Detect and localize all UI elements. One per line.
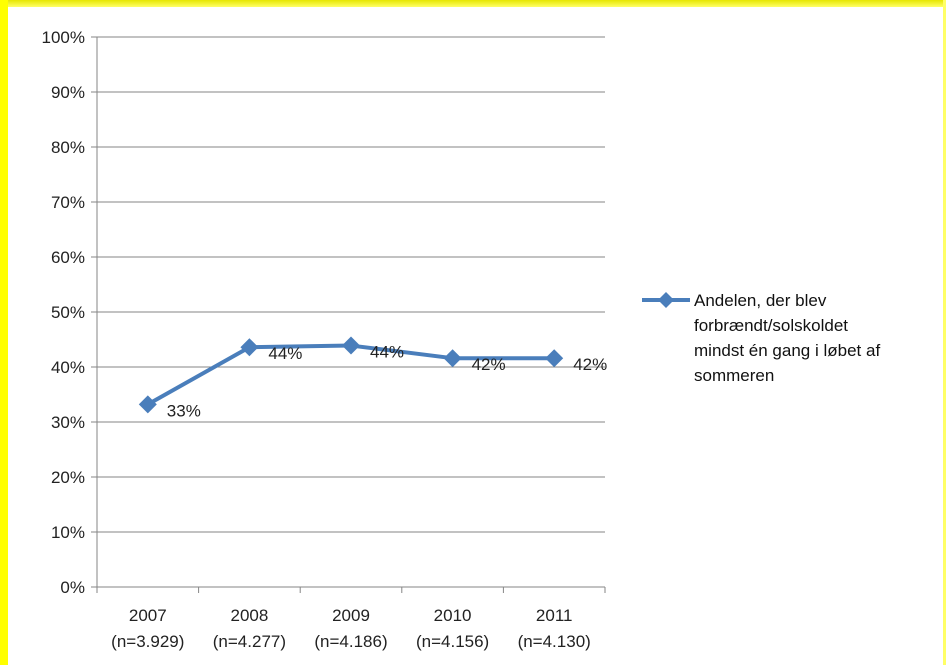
x-tick-label: 2010: [434, 606, 472, 625]
y-tick-label: 100%: [42, 28, 85, 47]
data-label: 44%: [370, 343, 404, 362]
frame-border-right: [943, 0, 946, 665]
x-tick-sublabel: (n=4.277): [213, 632, 286, 651]
y-tick-label: 90%: [51, 83, 85, 102]
y-tick-label: 20%: [51, 468, 85, 487]
y-tick-label: 50%: [51, 303, 85, 322]
x-tick-label: 2008: [230, 606, 268, 625]
legend-label: mindst én gang i løbet af: [694, 341, 880, 360]
data-point-marker: [138, 395, 157, 414]
y-tick-label: 70%: [51, 193, 85, 212]
data-point-marker: [545, 349, 564, 368]
y-tick-label: 0%: [60, 578, 85, 597]
x-tick-sublabel: (n=4.156): [416, 632, 489, 651]
x-tick-label: 2007: [129, 606, 167, 625]
legend-label: sommeren: [694, 366, 774, 385]
x-tick-label: 2009: [332, 606, 370, 625]
x-tick-sublabel: (n=3.929): [111, 632, 184, 651]
data-label: 42%: [573, 355, 607, 374]
y-tick-label: 10%: [51, 523, 85, 542]
data-label: 33%: [167, 401, 201, 420]
legend-label: forbrændt/solskoldet: [694, 316, 848, 335]
y-tick-label: 60%: [51, 248, 85, 267]
y-tick-label: 30%: [51, 413, 85, 432]
x-tick-sublabel: (n=4.130): [518, 632, 591, 651]
y-tick-label: 80%: [51, 138, 85, 157]
data-label: 42%: [472, 355, 506, 374]
legend-marker: [658, 292, 674, 308]
data-point-marker: [240, 338, 259, 357]
frame-border-top: [0, 0, 946, 7]
frame-border-left: [0, 0, 8, 665]
x-tick-label: 2011: [536, 606, 573, 625]
data-label: 44%: [268, 344, 302, 363]
data-point-marker: [342, 336, 360, 355]
data-point-marker: [443, 349, 462, 368]
legend-label: Andelen, der blev: [694, 291, 827, 310]
y-tick-label: 40%: [51, 358, 85, 377]
x-tick-sublabel: (n=4.186): [314, 632, 387, 651]
